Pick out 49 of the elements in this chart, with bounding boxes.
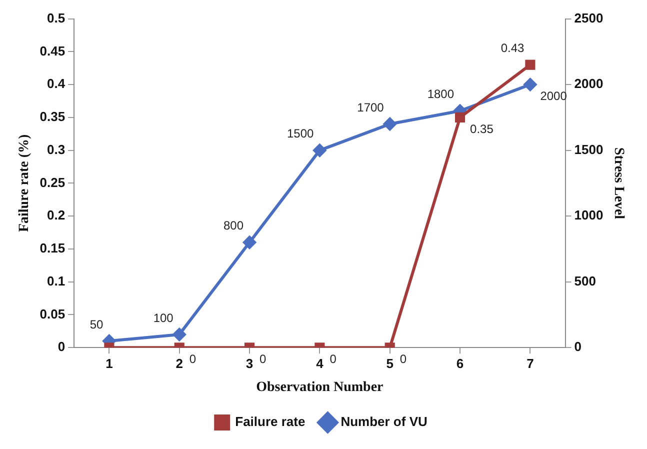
y-tick-label: 0 <box>58 339 66 354</box>
x-tick-label: 2 <box>176 356 183 371</box>
y2-tick-label: 1500 <box>574 142 604 157</box>
y-axis-title: Failure rate (%) <box>17 134 32 232</box>
y2-tick-label: 500 <box>574 273 596 288</box>
y2-tick-label: 1000 <box>574 208 604 223</box>
data-label: 0.35 <box>470 122 494 136</box>
y-tick-label: 0.2 <box>47 208 66 223</box>
data-label: 50 <box>90 317 104 332</box>
data-label: 0 <box>400 352 407 366</box>
point <box>525 60 536 70</box>
point <box>383 118 396 131</box>
y-tick-label: 0.35 <box>40 109 66 124</box>
y-tick-label: 0.25 <box>40 174 66 190</box>
data-label: 1500 <box>286 126 314 141</box>
x-tick-label: 3 <box>246 356 254 371</box>
y2-axis-title: Stress Level <box>610 147 626 220</box>
x-tick-label: 4 <box>316 356 324 371</box>
y2-tick-label: 2500 <box>574 10 604 26</box>
y-tick-label: 0.1 <box>47 273 66 288</box>
data-label: 0.43 <box>500 41 525 56</box>
data-label: 0 <box>260 352 267 366</box>
legend-label: Failure rate <box>235 414 306 430</box>
y-tick-label: 0.15 <box>40 240 66 256</box>
data-label: 1800 <box>427 87 454 102</box>
x-tick-label: 5 <box>386 356 394 371</box>
x-tick-label: 6 <box>456 356 464 371</box>
y-tick-label: 0.05 <box>40 306 66 322</box>
y-tick-label: 0.3 <box>47 142 66 157</box>
data-label: 100 <box>153 310 174 325</box>
point <box>172 328 186 341</box>
y-tick-label: 0.5 <box>47 10 66 26</box>
point <box>313 144 326 157</box>
point <box>454 112 466 122</box>
point <box>243 236 256 249</box>
y-tick-label: 0.45 <box>40 43 66 58</box>
y2-tick-label: 2000 <box>574 76 604 92</box>
x-tick-label: 1 <box>106 356 113 371</box>
data-label: 0 <box>330 352 337 366</box>
legend-label: Number of VU <box>340 414 428 430</box>
data-label: 1700 <box>357 100 384 114</box>
y-tick-label: 0.4 <box>47 76 66 92</box>
data-label: 0 <box>189 352 196 366</box>
point <box>524 78 537 92</box>
x-axis-title: Observation Number <box>256 380 384 396</box>
y2-tick-label: 0 <box>574 339 582 354</box>
data-label: 2000 <box>540 88 568 103</box>
data-label: 800 <box>223 218 244 233</box>
x-tick-label: 7 <box>526 356 534 371</box>
